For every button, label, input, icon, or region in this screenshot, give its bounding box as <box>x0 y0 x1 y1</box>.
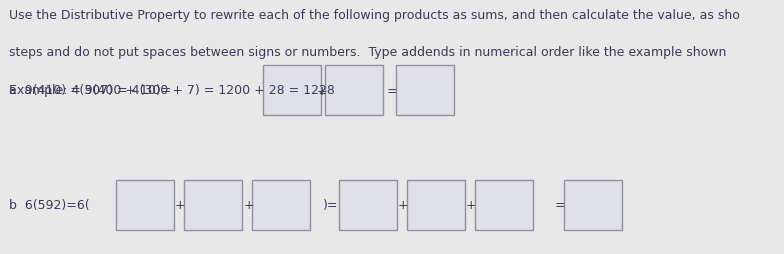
Bar <box>252 180 310 230</box>
Text: +: + <box>243 199 254 212</box>
Bar <box>396 66 454 116</box>
Text: +: + <box>397 199 408 212</box>
Bar <box>475 180 533 230</box>
Text: )=: )= <box>323 199 339 212</box>
Text: steps and do not put spaces between signs or numbers.  Type addends in numerical: steps and do not put spaces between sign… <box>9 46 731 59</box>
Bar <box>325 66 383 116</box>
Text: =: = <box>554 199 565 212</box>
Text: Use the Distributive Property to rewrite each of the following products as sums,: Use the Distributive Property to rewrite… <box>9 9 740 22</box>
Bar <box>263 66 321 116</box>
Text: +: + <box>466 199 477 212</box>
Bar <box>407 180 465 230</box>
Bar <box>564 180 622 230</box>
Text: b  6(592)=6(: b 6(592)=6( <box>9 198 90 211</box>
Text: +: + <box>316 84 327 97</box>
Text: +: + <box>175 199 186 212</box>
Bar <box>184 180 242 230</box>
Bar <box>116 180 174 230</box>
Bar <box>339 180 397 230</box>
Text: Example: 4(307) = 4(300 + 7) = 1200 + 28 = 1228: Example: 4(307) = 4(300 + 7) = 1200 + 28… <box>9 84 336 97</box>
Text: a  9(410) = 9(400 + 10)=: a 9(410) = 9(400 + 10)= <box>9 84 172 97</box>
Text: =: = <box>387 84 397 97</box>
